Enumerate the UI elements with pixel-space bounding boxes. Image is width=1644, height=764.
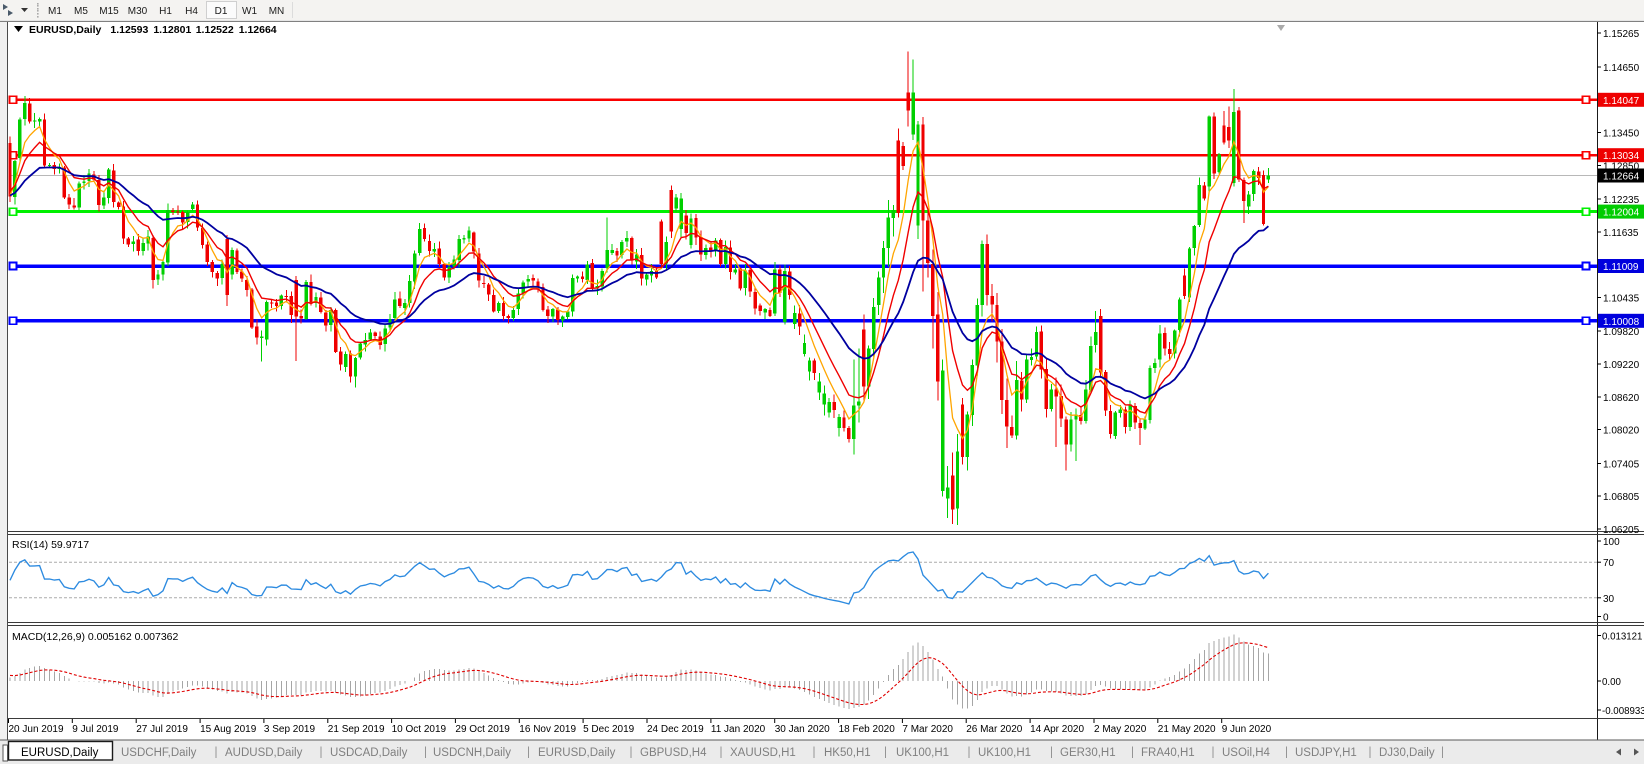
svg-text:EURUSD,Daily: EURUSD,Daily: [21, 747, 99, 759]
svg-text:RSI(14) 59.9717: RSI(14) 59.9717: [12, 539, 89, 551]
svg-text:|: |: [720, 747, 723, 759]
svg-text:DJ30,Daily: DJ30,Daily: [1379, 747, 1435, 759]
svg-text:1.14650: 1.14650: [1603, 63, 1640, 74]
svg-text:1.12850: 1.12850: [1603, 161, 1640, 172]
svg-text:24 Dec 2019: 24 Dec 2019: [647, 724, 704, 735]
svg-text:|: |: [1131, 747, 1134, 759]
svg-text:27 Jul 2019: 27 Jul 2019: [136, 724, 188, 735]
svg-text:USDCAD,Daily: USDCAD,Daily: [330, 747, 408, 759]
svg-text:|: |: [1050, 747, 1053, 759]
svg-text:USDCHF,Daily: USDCHF,Daily: [121, 747, 197, 759]
svg-text:1.14047: 1.14047: [1603, 96, 1640, 107]
svg-text:MN: MN: [269, 6, 285, 17]
svg-text:UK100,H1: UK100,H1: [978, 747, 1031, 759]
svg-text:1.08020: 1.08020: [1603, 426, 1640, 437]
svg-text:70: 70: [1603, 558, 1615, 569]
svg-text:|: |: [630, 747, 633, 759]
svg-text:1.15265: 1.15265: [1603, 29, 1640, 40]
svg-text:H4: H4: [185, 6, 198, 17]
svg-text:30: 30: [1603, 594, 1615, 605]
svg-text:20 Jun 2019: 20 Jun 2019: [9, 724, 64, 735]
svg-text:21 May 2020: 21 May 2020: [1158, 724, 1216, 735]
svg-text:|: |: [320, 747, 323, 759]
svg-text:|: |: [968, 747, 971, 759]
svg-text:1.13450: 1.13450: [1603, 129, 1640, 140]
svg-text:1.09820: 1.09820: [1603, 327, 1640, 338]
svg-text:AUDUSD,Daily: AUDUSD,Daily: [225, 747, 303, 759]
svg-text:9 Jun 2020: 9 Jun 2020: [1222, 724, 1272, 735]
svg-text:16 Nov 2019: 16 Nov 2019: [519, 724, 576, 735]
svg-text:3 Sep 2019: 3 Sep 2019: [264, 724, 316, 735]
svg-text:15 Aug 2019: 15 Aug 2019: [200, 724, 257, 735]
svg-text:18 Feb 2020: 18 Feb 2020: [839, 724, 896, 735]
svg-text:|: |: [527, 747, 530, 759]
svg-text:1.12004: 1.12004: [1603, 208, 1640, 219]
svg-text:1.08620: 1.08620: [1603, 393, 1640, 404]
svg-text:EURUSD,Daily: EURUSD,Daily: [538, 747, 616, 759]
svg-text:0: 0: [1603, 613, 1609, 624]
svg-text:9 Jul 2019: 9 Jul 2019: [72, 724, 119, 735]
svg-text:|: |: [424, 747, 427, 759]
svg-text:H1: H1: [159, 6, 172, 17]
svg-text:29 Oct 2019: 29 Oct 2019: [455, 724, 510, 735]
svg-text:7 Mar 2020: 7 Mar 2020: [902, 724, 953, 735]
svg-text:5 Dec 2019: 5 Dec 2019: [583, 724, 635, 735]
svg-text:1.10008: 1.10008: [1603, 317, 1640, 328]
svg-text:1.06805: 1.06805: [1603, 492, 1640, 503]
svg-text:1.10435: 1.10435: [1603, 293, 1640, 304]
svg-text:XAUUSD,H1: XAUUSD,H1: [730, 747, 796, 759]
svg-text:1.13034: 1.13034: [1603, 151, 1640, 162]
svg-text:1.12235: 1.12235: [1603, 195, 1640, 206]
svg-text:USOil,H4: USOil,H4: [1222, 747, 1271, 759]
svg-text:|: |: [813, 747, 816, 759]
svg-text:14 Apr 2020: 14 Apr 2020: [1030, 724, 1084, 735]
svg-text:21 Sep 2019: 21 Sep 2019: [328, 724, 385, 735]
svg-text:1.06205: 1.06205: [1603, 525, 1640, 536]
svg-text:USDJPY,H1: USDJPY,H1: [1295, 747, 1357, 759]
svg-text:30 Jan 2020: 30 Jan 2020: [775, 724, 830, 735]
svg-text:MACD(12,26,9) 0.005162 0.00736: MACD(12,26,9) 0.005162 0.007362: [12, 631, 179, 643]
svg-text:D1: D1: [215, 6, 228, 17]
svg-text:UK100,H1: UK100,H1: [896, 747, 949, 759]
svg-text:|: |: [1285, 747, 1288, 759]
svg-text:1.12664: 1.12664: [1603, 172, 1640, 183]
svg-text:11 Jan 2020: 11 Jan 2020: [711, 724, 766, 735]
svg-text:1.09220: 1.09220: [1603, 360, 1640, 371]
svg-text:0.00: 0.00: [1602, 677, 1621, 688]
svg-text:-0.008933: -0.008933: [1602, 706, 1644, 717]
svg-text:|: |: [1441, 747, 1444, 759]
svg-text:|: |: [215, 747, 218, 759]
svg-text:M5: M5: [74, 6, 88, 17]
svg-text:|: |: [1212, 747, 1215, 759]
svg-text:0.013121: 0.013121: [1602, 632, 1642, 643]
svg-text:10 Oct 2019: 10 Oct 2019: [392, 724, 447, 735]
svg-text:USDCNH,Daily: USDCNH,Daily: [433, 747, 511, 759]
svg-text:1.07405: 1.07405: [1603, 459, 1640, 470]
svg-text:1.11009: 1.11009: [1603, 262, 1639, 273]
svg-text:100: 100: [1603, 537, 1620, 548]
svg-text:|: |: [1369, 747, 1372, 759]
svg-text:GER30,H1: GER30,H1: [1060, 747, 1116, 759]
svg-text:M15: M15: [99, 6, 119, 17]
svg-text:M1: M1: [48, 6, 62, 17]
svg-text:1.11635: 1.11635: [1603, 228, 1639, 239]
svg-text:FRA40,H1: FRA40,H1: [1141, 747, 1195, 759]
svg-text:2 May 2020: 2 May 2020: [1094, 724, 1147, 735]
svg-text:W1: W1: [242, 6, 257, 17]
svg-text:M30: M30: [128, 6, 148, 17]
svg-text:26 Mar 2020: 26 Mar 2020: [966, 724, 1023, 735]
svg-text:HK50,H1: HK50,H1: [824, 747, 871, 759]
svg-text:|: |: [884, 747, 887, 759]
svg-text:GBPUSD,H4: GBPUSD,H4: [640, 747, 707, 759]
